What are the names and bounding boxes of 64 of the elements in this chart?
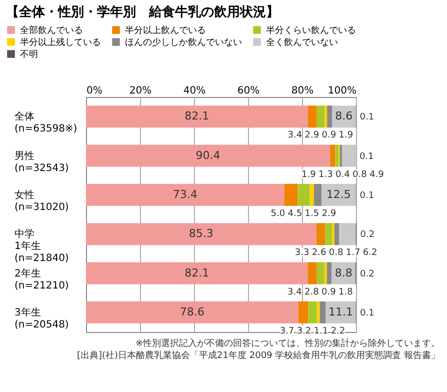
text: 4.9 (369, 170, 384, 180)
text: 3.4 (288, 130, 302, 141)
text: 2.6 (312, 248, 326, 258)
text: 1.5 (304, 208, 320, 219)
text: 8.8 (334, 266, 352, 280)
legend-label: 不明 (20, 49, 38, 60)
text: ※性別選択記入が不備の回答については、性別の集計から除外しています。 (134, 338, 440, 350)
x-tick-label: 100% (328, 86, 356, 96)
text: 0.2 (360, 230, 375, 240)
text: 2.8 (304, 287, 319, 298)
text: 3.2 (296, 326, 312, 336)
text: 2.9 (304, 130, 320, 141)
y-tick-label: 中学 1年生 (n=21840) (14, 228, 69, 264)
text: 1.9 (338, 130, 354, 141)
text: 3.4 (288, 287, 302, 298)
text: 2.9 (322, 208, 336, 219)
text: 1.7 (346, 248, 360, 258)
legend-label: ほんの少ししか飲んでいない (125, 37, 242, 48)
text: 0.8 (352, 170, 367, 180)
text: 0.1 (360, 112, 374, 123)
text: 1.3 (318, 170, 333, 180)
text: 85.3 (188, 227, 214, 240)
legend-label: 半分以上飲んでいる (125, 25, 206, 36)
text: 3.3 (294, 248, 310, 258)
legend-label: 半分くらい飲んでいる (266, 25, 356, 36)
y-tick-label: 全体 (n=63598※) (14, 110, 78, 135)
text: 90.4 (196, 148, 220, 162)
text: 4.5 (288, 208, 302, 219)
text: 6.2 (362, 248, 378, 258)
text: 0.1 (360, 190, 374, 201)
text: 3.7 (280, 326, 294, 336)
y-tick-label: 3年生 (n=20548) (14, 306, 69, 330)
text: 0.2 (360, 269, 374, 280)
text: 82.1 (184, 266, 210, 280)
x-tick-label: 80% (291, 86, 314, 96)
text: [出典](社)日本酪農乳業協会「平成21年度 2009 学校給食用牛乳の飲用実態調査 報告書」 (76, 350, 440, 362)
text: 0.9 (322, 287, 336, 298)
y-tick-label: 男性 (n=32543) (14, 150, 69, 174)
text: 0.9 (322, 130, 336, 141)
text: 5.0 (270, 208, 286, 219)
x-tick-label: 0% (86, 86, 102, 96)
text: 0.8 (328, 248, 344, 258)
text: 8.6 (335, 110, 353, 123)
x-tick-label: 20% (129, 86, 152, 96)
y-tick-label: 2年生 (n=21210) (14, 267, 69, 292)
y-tick-label: 女性 (n=31020) (14, 188, 69, 213)
text: 2.2 (330, 326, 346, 336)
chart-title: 【全体・性別・学年別 給食牛乳の飲用状況】 (6, 4, 279, 20)
text: 1.9 (301, 170, 316, 180)
text: 0.1 (359, 152, 374, 162)
text: 12.5 (326, 188, 351, 201)
text: 78.6 (180, 305, 204, 318)
text: 11.1 (328, 305, 353, 318)
legend-label: 全部飲んでいる (20, 25, 83, 36)
legend-label: 全く飲んでいない (266, 37, 338, 48)
text: 1.8 (338, 287, 353, 298)
text: 73.4 (172, 188, 198, 201)
x-tick-label: 40% (183, 86, 206, 96)
text: 82.1 (184, 110, 210, 123)
text: 0.1 (360, 308, 374, 318)
x-tick-label: 60% (237, 86, 260, 96)
text: 1.1 (314, 326, 328, 336)
legend-label: 半分以上残している (20, 37, 101, 48)
text: 0.4 (335, 170, 350, 180)
